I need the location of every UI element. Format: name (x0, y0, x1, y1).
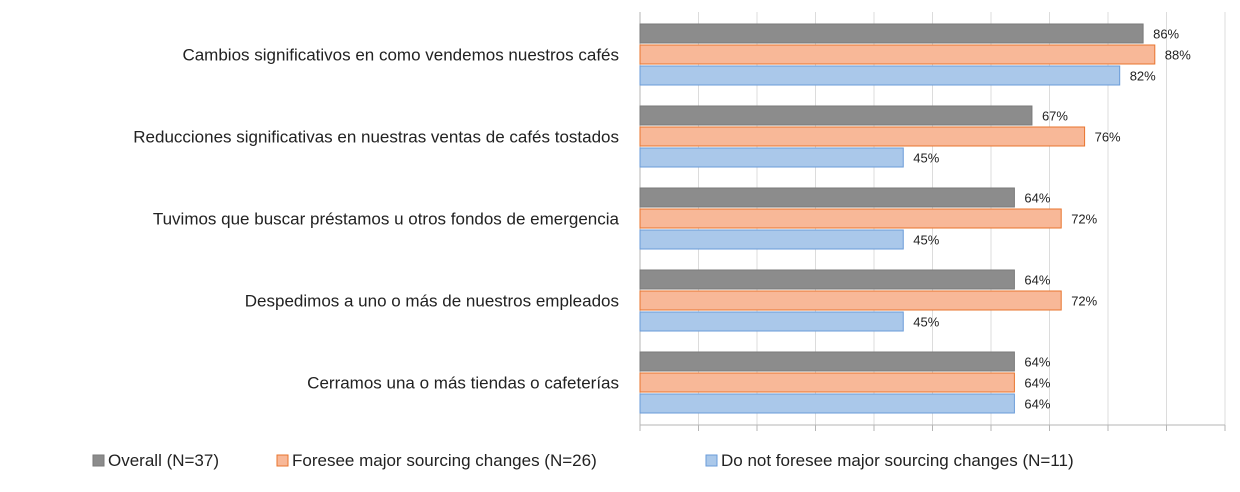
legend-swatch (93, 455, 104, 466)
legend: Overall (N=37) Foresee major sourcing cha… (93, 451, 1074, 470)
legend-label: Foresee major sourcing changes (N=26) (292, 451, 597, 470)
data-label: 86% (1153, 27, 1179, 42)
category-label: Despedimos a uno o más de nuestros emple… (245, 292, 619, 311)
data-label: 64% (1024, 397, 1050, 412)
data-label: 72% (1071, 294, 1097, 309)
legend-swatch (277, 455, 288, 466)
data-label: 64% (1024, 191, 1050, 206)
category-label: Cerramos una o más tiendas o cafeterías (307, 374, 619, 393)
data-label: 72% (1071, 212, 1097, 227)
bar-not-foresee (640, 394, 1014, 413)
category-label: Reducciones significativas en nuestras v… (133, 128, 619, 147)
bar-overall (640, 270, 1014, 289)
bar-overall (640, 352, 1014, 371)
data-label: 45% (913, 233, 939, 248)
bar-overall (640, 24, 1143, 43)
legend-label: Do not foresee major sourcing changes (N… (721, 451, 1074, 470)
data-label: 88% (1165, 48, 1191, 63)
data-label: 67% (1042, 109, 1068, 124)
legend-label: Overall (N=37) (108, 451, 219, 470)
data-label: 64% (1024, 273, 1050, 288)
data-label: 45% (913, 151, 939, 166)
bar-not-foresee (640, 66, 1120, 85)
bar-overall (640, 106, 1032, 125)
data-label: 64% (1024, 355, 1050, 370)
legend-swatch (706, 455, 717, 466)
data-label: 76% (1095, 130, 1121, 145)
chart-container: 86% 88% 82% 67% 76% 45% 64% 72% 45% 64% 72% 45% 64% 6… (0, 0, 1240, 487)
bar-not-foresee (640, 312, 903, 331)
bar-foresee (640, 127, 1085, 146)
data-label: 64% (1024, 376, 1050, 391)
bar-not-foresee (640, 230, 903, 249)
bar-foresee (640, 45, 1155, 64)
category-label: Cambios significativos en como vendemos … (182, 46, 619, 65)
bar-chart: 86% 88% 82% 67% 76% 45% 64% 72% 45% 64% 72% 45% 64% 6… (0, 0, 1240, 487)
bar-foresee (640, 291, 1061, 310)
bar-foresee (640, 373, 1014, 392)
data-label: 82% (1130, 69, 1156, 84)
bar-not-foresee (640, 148, 903, 167)
category-label: Tuvimos que buscar préstamos u otros fon… (153, 210, 620, 229)
category-labels: Cambios significativos en como vendemos … (133, 46, 619, 393)
bar-foresee (640, 209, 1061, 228)
bar-overall (640, 188, 1014, 207)
data-label: 45% (913, 315, 939, 330)
